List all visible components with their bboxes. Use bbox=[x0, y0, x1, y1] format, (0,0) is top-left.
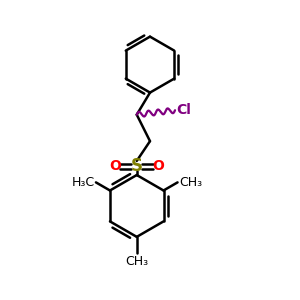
Text: Cl: Cl bbox=[176, 103, 191, 117]
Text: O: O bbox=[110, 159, 122, 173]
Text: CH₃: CH₃ bbox=[179, 176, 202, 189]
Text: O: O bbox=[152, 159, 164, 173]
Text: S: S bbox=[131, 157, 143, 175]
Text: CH₃: CH₃ bbox=[125, 255, 148, 268]
Text: H₃C: H₃C bbox=[71, 176, 94, 189]
